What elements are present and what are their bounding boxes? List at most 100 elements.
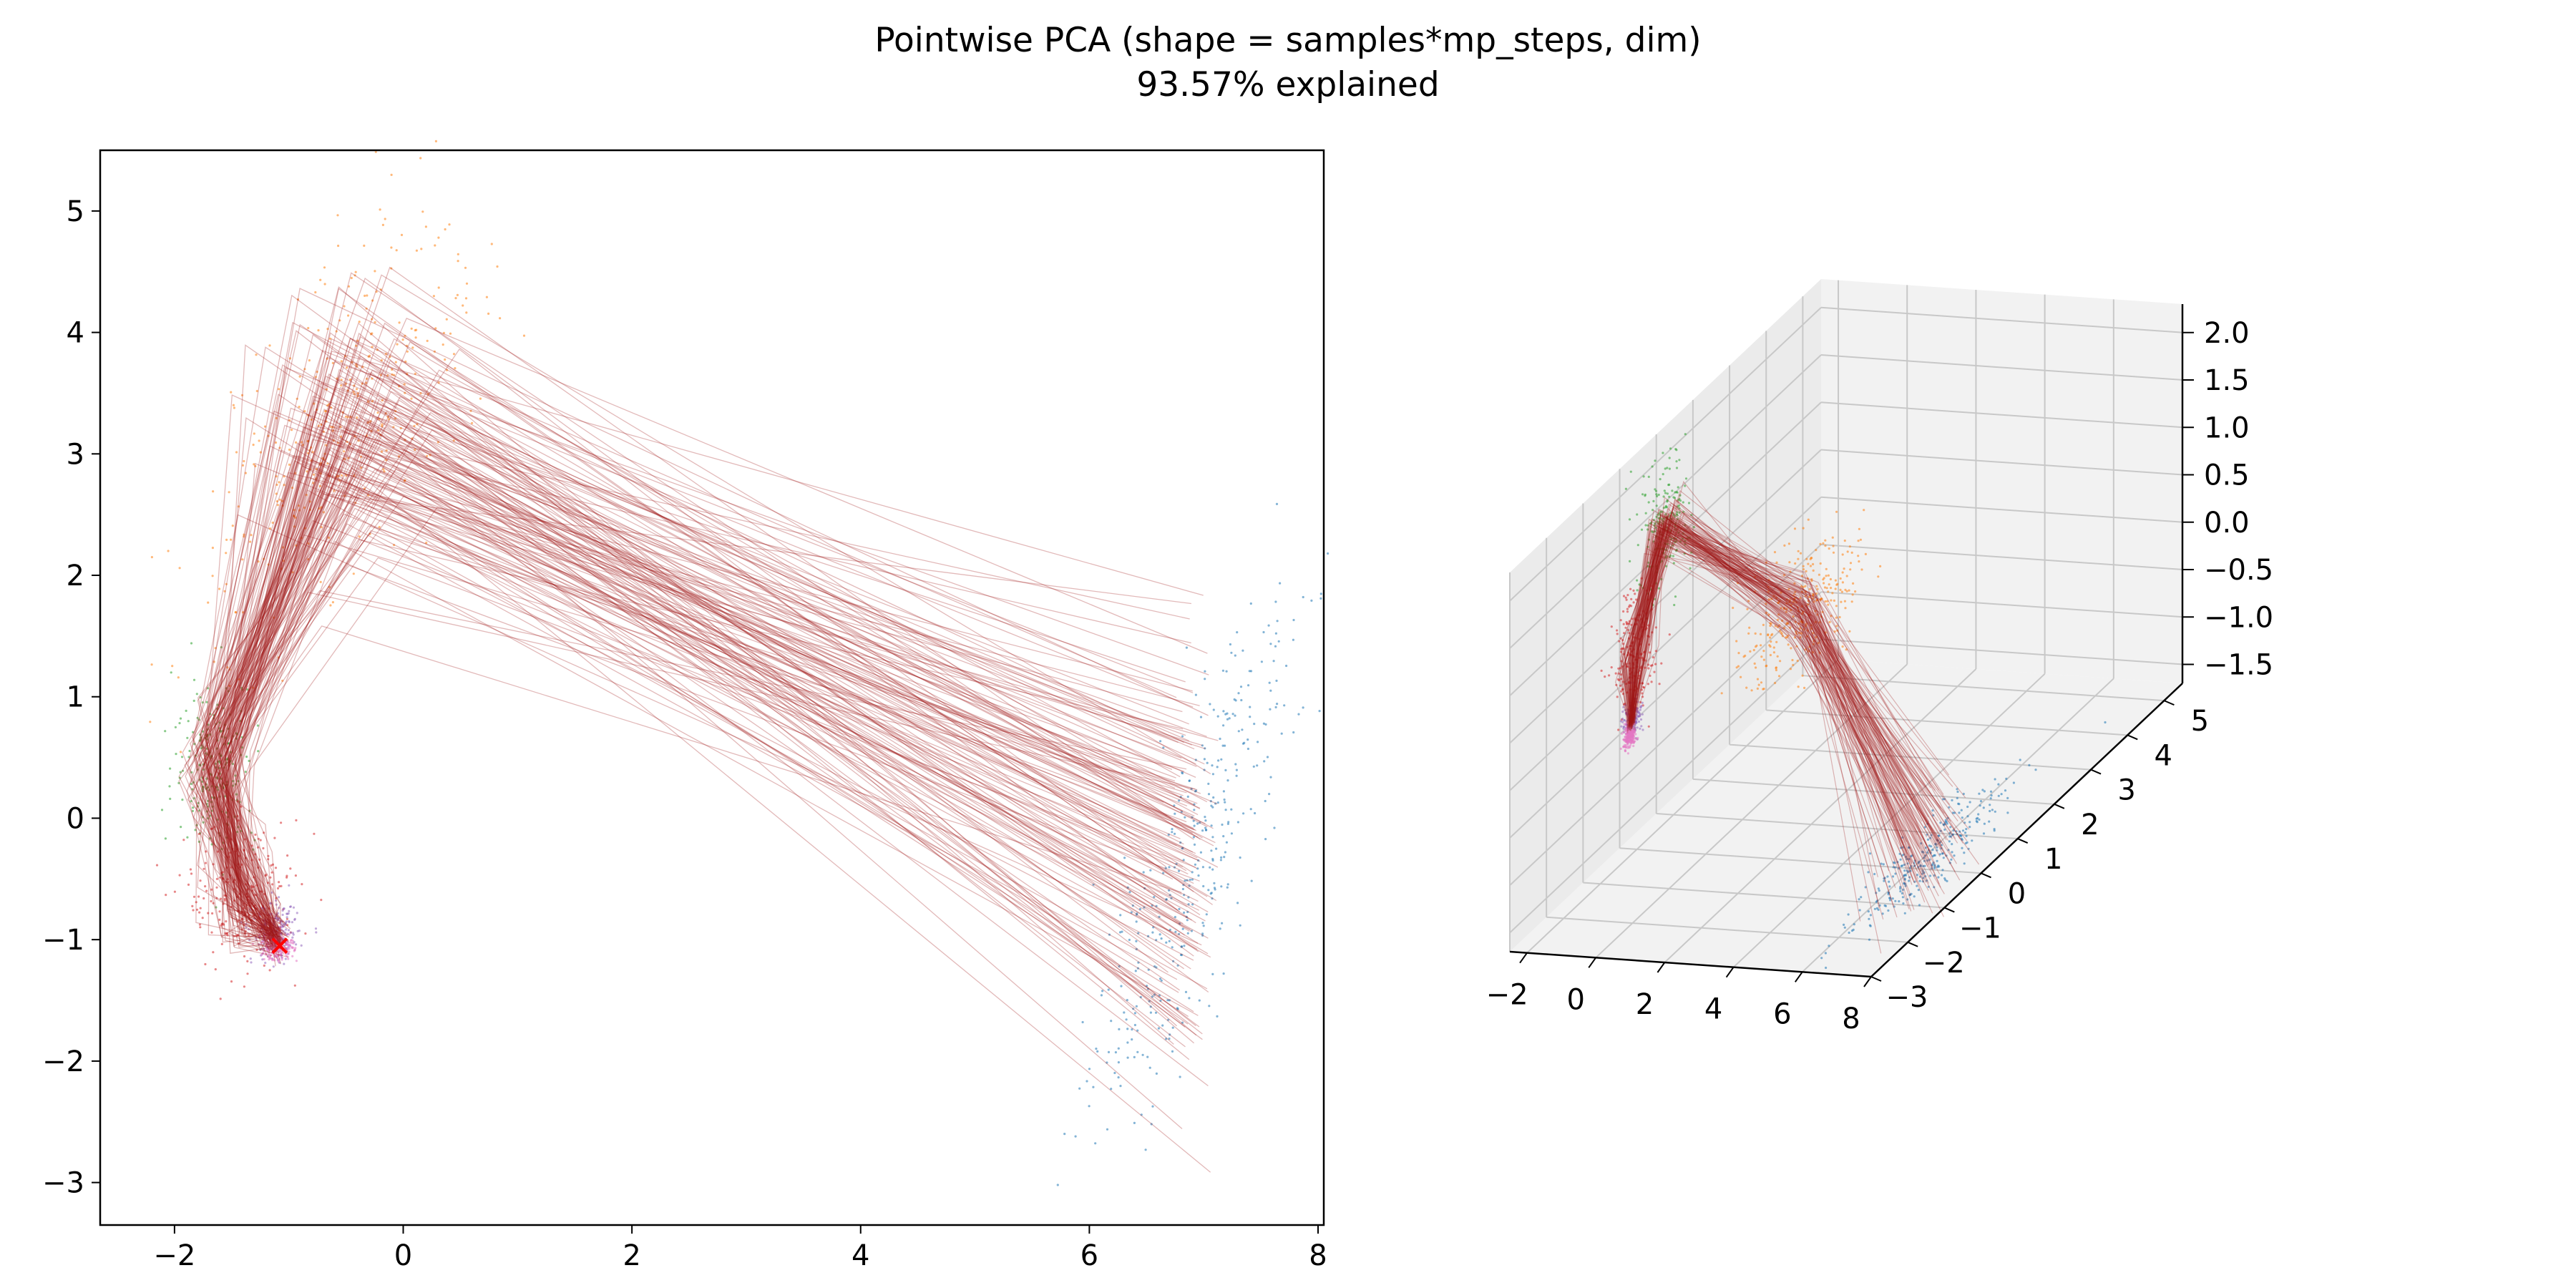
data-point <box>348 443 351 446</box>
data-point <box>268 344 271 347</box>
data-point <box>426 454 429 457</box>
trajectory-line <box>225 395 1186 952</box>
data-point <box>1186 795 1189 798</box>
data-point <box>1165 941 1168 944</box>
data-point <box>1835 625 1838 628</box>
data-point <box>369 420 372 423</box>
data-point <box>275 917 278 919</box>
data-point <box>1917 889 1920 892</box>
data-point <box>1637 677 1640 680</box>
data-point <box>1810 624 1813 627</box>
data-point <box>394 417 397 420</box>
data-point <box>277 932 280 935</box>
data-point <box>1849 568 1852 571</box>
data-point <box>1207 782 1210 785</box>
data-point <box>363 244 366 247</box>
data-point <box>1636 619 1639 622</box>
data-point <box>218 752 221 755</box>
data-point <box>241 558 244 561</box>
data-point <box>1792 615 1795 618</box>
data-point <box>346 440 348 444</box>
data-point <box>232 780 235 783</box>
trajectory-line <box>221 344 1180 991</box>
grid-line <box>1619 847 1981 874</box>
data-point <box>205 777 208 780</box>
data-point <box>1765 611 1768 615</box>
data-point <box>1790 647 1792 650</box>
data-point <box>1799 552 1802 555</box>
data-point <box>379 208 381 211</box>
data-point <box>1201 744 1204 747</box>
data-point <box>1893 905 1896 908</box>
data-point <box>190 642 193 645</box>
data-point <box>1629 653 1631 656</box>
trajectory-line <box>1632 555 1925 883</box>
data-point <box>250 831 253 834</box>
data-point <box>272 919 275 922</box>
cluster-3d-green <box>1624 433 1695 620</box>
data-point <box>1799 627 1802 630</box>
data-point <box>1177 869 1181 872</box>
data-point <box>452 439 455 442</box>
data-point <box>1095 1048 1098 1050</box>
data-point <box>1155 1072 1158 1075</box>
data-point <box>1777 675 1781 678</box>
data-point <box>1781 635 1784 638</box>
data-point <box>1931 849 1934 852</box>
data-point <box>1669 555 1672 557</box>
data-point <box>1168 866 1171 869</box>
data-point <box>1678 459 1681 462</box>
data-point <box>1269 643 1272 645</box>
data-point <box>1639 708 1641 711</box>
data-point <box>219 897 223 900</box>
data-point <box>1162 746 1165 749</box>
data-point <box>2006 811 2009 814</box>
data-point <box>1204 678 1206 680</box>
data-point <box>1629 736 1632 739</box>
data-point <box>1767 634 1770 637</box>
data-point <box>1081 1020 1084 1024</box>
data-point <box>401 338 404 341</box>
data-point <box>358 535 361 538</box>
data-point <box>454 297 457 300</box>
data-point <box>1659 510 1662 513</box>
data-point <box>1230 832 1233 835</box>
data-point <box>1063 1133 1066 1136</box>
data-point <box>1649 565 1652 568</box>
data-point <box>1629 669 1631 672</box>
data-point <box>1201 922 1204 924</box>
data-point <box>275 937 278 940</box>
data-point <box>314 291 317 294</box>
data-point <box>1264 838 1267 841</box>
data-point <box>199 696 202 699</box>
data-point <box>1222 710 1225 713</box>
data-point <box>1968 801 1971 804</box>
data-point <box>1775 640 1778 643</box>
data-point <box>1642 686 1645 688</box>
data-point <box>1868 852 1872 855</box>
data-point <box>274 441 278 444</box>
data-point <box>387 418 391 421</box>
data-point <box>1199 821 1201 824</box>
data-point <box>1936 846 1938 849</box>
data-point <box>1625 683 1628 686</box>
data-point <box>268 932 270 935</box>
data-point <box>1636 687 1639 691</box>
trajectory-line <box>1618 523 1953 787</box>
data-point <box>263 942 265 945</box>
data-point <box>1114 1051 1117 1054</box>
data-point <box>1830 587 1833 590</box>
data-point <box>1176 964 1179 967</box>
data-point <box>338 319 341 322</box>
data-point <box>1845 590 1848 592</box>
data-point <box>1646 617 1649 620</box>
data-point <box>1190 930 1194 932</box>
data-point <box>229 759 232 762</box>
data-point <box>200 747 203 750</box>
cluster-3d-red <box>1600 577 1671 743</box>
data-point <box>1803 686 1806 690</box>
data-point <box>1622 731 1625 733</box>
data-point <box>1204 747 1206 750</box>
data-point <box>1220 856 1223 859</box>
data-point <box>1179 1075 1181 1078</box>
